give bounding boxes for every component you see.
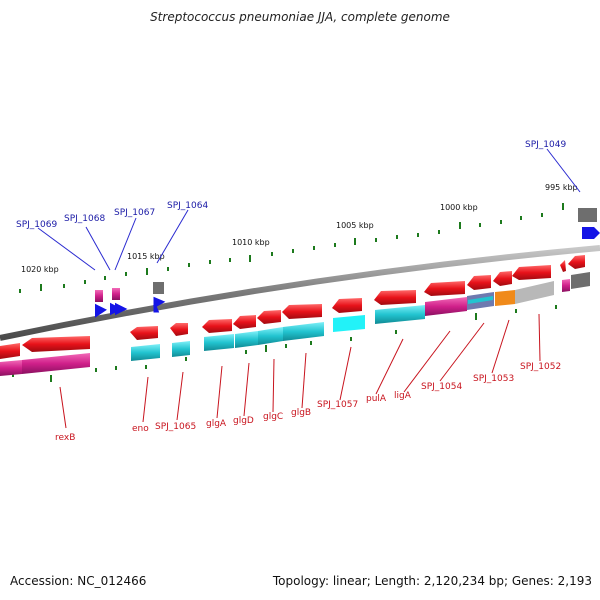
gene-label[interactable]: SPJ_1054 [421, 382, 462, 392]
gene-label[interactable]: SPJ_1049 [525, 140, 566, 150]
kbp-label: 1015 kbp [127, 252, 165, 261]
features-lower [0, 272, 590, 376]
gene-arrow-blue [153, 296, 166, 313]
gene-label[interactable]: SPJ_1067 [114, 208, 155, 218]
gene-label[interactable]: SPJ_1069 [16, 220, 57, 230]
gene-label[interactable]: SPJ_1057 [317, 400, 358, 410]
top-leaders [37, 148, 581, 271]
genome-backbone [0, 245, 600, 341]
kbp-label: 1005 kbp [336, 221, 374, 230]
red-genes-upper [0, 255, 585, 359]
gene-label[interactable]: pulA [366, 394, 387, 404]
gene-label[interactable]: ligA [394, 391, 412, 401]
gene-feature-gray [578, 208, 597, 222]
map-title: Streptococcus pneumoniae JJA, complete g… [150, 10, 450, 24]
kbp-label: 1020 kbp [21, 265, 59, 274]
gene-label[interactable]: SPJ_1064 [167, 201, 208, 211]
gene-label[interactable]: glgA [206, 419, 227, 429]
gene-feature [95, 290, 103, 302]
accession-text: Accession: NC_012466 [10, 574, 147, 588]
bottom-leaders [59, 313, 541, 429]
genome-summary-text: Topology: linear; Length: 2,120,234 bp; … [272, 574, 592, 588]
gene-label[interactable]: glgB [291, 408, 311, 418]
gene-label[interactable]: SPJ_1068 [64, 214, 105, 224]
gene-label[interactable]: SPJ_1053 [473, 374, 514, 384]
gene-label[interactable]: eno [132, 424, 149, 434]
gene-label[interactable]: glgC [263, 412, 283, 422]
gene-arrow-blue [95, 303, 107, 318]
tick-marks [19, 203, 564, 293]
gene-feature [112, 288, 120, 300]
top-small-features [95, 208, 600, 318]
gene-arrow-blue [115, 302, 128, 316]
kbp-labels: 1020 kbp 1015 kbp 1010 kbp 1005 kbp 1000… [21, 183, 578, 274]
gene-label[interactable]: SPJ_1052 [520, 362, 561, 372]
kbp-label: 1000 kbp [440, 203, 478, 212]
gene-label[interactable]: glgD [233, 416, 254, 426]
gene-arrow-blue [582, 227, 600, 239]
gene-feature-gray [153, 282, 164, 294]
gene-label[interactable]: rexB [55, 433, 75, 443]
kbp-label: 1010 kbp [232, 238, 270, 247]
bottom-gene-labels: rexB eno SPJ_1065 glgA glgD glgC glgB SP… [55, 362, 561, 443]
kbp-label: 995 kbp [545, 183, 578, 192]
gene-label[interactable]: SPJ_1065 [155, 422, 196, 432]
inner-tick-marks [12, 305, 557, 382]
top-gene-labels: SPJ_1069 SPJ_1068 SPJ_1067 SPJ_1064 SPJ_… [16, 140, 566, 230]
